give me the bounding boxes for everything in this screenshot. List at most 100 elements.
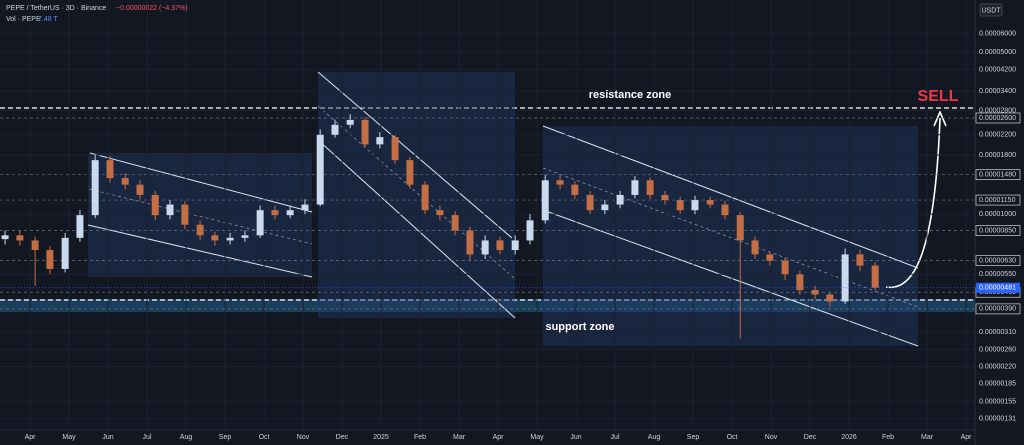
support-label: support zone [545, 321, 614, 333]
channel-mid [542, 167, 919, 308]
candle-body [466, 230, 474, 255]
level-box [975, 225, 1021, 236]
x-tick-label: Aug [648, 434, 661, 441]
x-tick-label: Nov [765, 434, 778, 441]
x-tick-label: Dec [804, 434, 817, 441]
channel-fill [543, 126, 918, 346]
resistance-label: resistance zone [589, 89, 672, 101]
candle-body [676, 200, 684, 211]
candle-body [871, 265, 879, 288]
channel-fill [318, 72, 515, 318]
candle-body [736, 215, 744, 241]
y-tick-label: 0.00002200 [979, 132, 1016, 139]
sell-label: SELL [918, 88, 959, 105]
candle-body [121, 178, 129, 185]
candle-body [106, 160, 114, 179]
y-tick-label: 0.00001000 [979, 211, 1016, 218]
volume-value: 7.48 T [38, 16, 58, 23]
channel-mid [88, 188, 313, 245]
x-tick-label: Mar [921, 434, 934, 441]
support-band [0, 299, 975, 312]
x-tick-label: 2025 [373, 434, 389, 441]
x-tick-label: Oct [727, 434, 738, 441]
candle-body [61, 237, 69, 269]
x-tick-label: Dec [336, 434, 349, 441]
candle-body [196, 224, 204, 236]
candle-body [181, 204, 189, 225]
x-tick-label: 2026 [841, 434, 857, 441]
candle-body [211, 235, 219, 241]
x-tick-label: Feb [882, 434, 894, 441]
volume-label: Vol · PEPE [6, 16, 41, 23]
y-tick-label: 0.00000155 [979, 399, 1016, 406]
candle-body [616, 194, 624, 205]
candle-body [796, 274, 804, 291]
level-label: 0.00000390 [979, 306, 1016, 313]
candle-body [271, 210, 279, 216]
x-tick-label: Apr [25, 434, 37, 441]
candle-body [16, 235, 24, 241]
x-tick-label: Aug [180, 434, 193, 441]
level-box [975, 112, 1021, 124]
x-tick-label: Feb [414, 434, 426, 441]
candle-body [661, 194, 669, 201]
level-label: 0.00000630 [979, 257, 1016, 264]
candle-body [421, 184, 429, 211]
channel-line [87, 224, 313, 278]
price-change: −0.00000022 (−4.37%) [116, 5, 188, 12]
y-tick-label: 0.00000310 [979, 329, 1016, 336]
arrow-head [933, 109, 947, 127]
y-tick-label: 0.00003400 [979, 88, 1016, 95]
x-tick-label: Sep [219, 434, 232, 441]
level-box [975, 169, 1021, 181]
candle-body [451, 215, 459, 231]
channel-line [542, 125, 919, 269]
candle-body [541, 180, 549, 221]
candle-body [316, 134, 324, 205]
x-tick-label: Apr [493, 434, 505, 441]
candle-body [631, 180, 639, 195]
level-box [975, 194, 1021, 206]
y-tick-label: 0.00002800 [979, 107, 1016, 114]
drawings [0, 71, 975, 347]
arrow [885, 117, 941, 289]
candle-body [31, 240, 39, 251]
candle-body [586, 194, 594, 211]
channel-line [542, 209, 919, 347]
x-tick-label: Jun [102, 434, 113, 441]
candle-body [526, 220, 534, 241]
level-label: 0.00000850 [979, 227, 1016, 234]
level-label: 0.00001150 [979, 197, 1016, 204]
candle-body [136, 184, 144, 195]
candle-body [496, 240, 504, 251]
candle-body [691, 200, 699, 211]
candle-body [241, 235, 249, 238]
candle-body [841, 254, 849, 302]
candle-body [556, 180, 564, 185]
price-axis [975, 0, 1024, 445]
level-box [975, 255, 1021, 266]
candle-body [286, 210, 294, 216]
y-tick-label: 0.00000550 [979, 271, 1016, 278]
candle-body [646, 180, 654, 195]
candle-body [781, 260, 789, 275]
y-tick-label: 0.00006000 [979, 31, 1016, 38]
candle-body [406, 160, 414, 185]
y-tick-label: 0.00000185 [979, 381, 1016, 388]
channel-line [317, 139, 516, 319]
symbol: PEPE / TetherUS · 3D · Binance [6, 5, 106, 12]
x-tick-label: Jun [570, 434, 581, 441]
x-tick-label: Oct [259, 434, 270, 441]
x-tick-label: Mar [453, 434, 466, 441]
currency: USDT [981, 7, 1001, 14]
candle-body [811, 290, 819, 295]
candle-body [706, 200, 714, 205]
candle-body [46, 250, 54, 269]
candle-body [751, 240, 759, 255]
y-tick-label: 0.00004200 [979, 67, 1016, 74]
x-tick-label: Apr [961, 434, 973, 441]
y-tick-label: 0.00005000 [979, 49, 1016, 56]
plot [0, 0, 975, 430]
